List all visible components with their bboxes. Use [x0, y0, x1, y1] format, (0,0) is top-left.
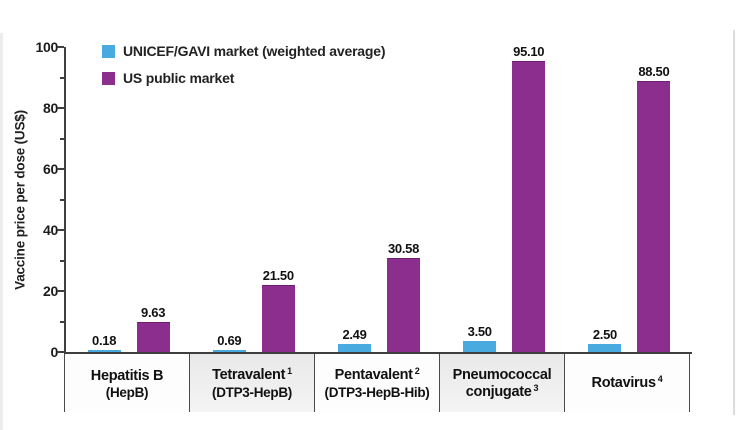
unicef-gavi-bar: [212, 350, 246, 352]
bar-value-label: 2.50: [592, 327, 617, 342]
bar-column: 0.69: [212, 333, 246, 352]
bar-column: 30.58: [387, 242, 420, 352]
category-name: Pneumococcal conjugate 3: [452, 366, 552, 400]
bar-column: 88.50: [637, 64, 671, 352]
category-name: Pentavalent 2: [334, 366, 420, 383]
y-tick-label-80: 80: [43, 100, 58, 116]
unicef-gavi-bar: [87, 350, 121, 352]
legend-item-us-public-market: US public market: [102, 70, 385, 86]
y-tick-mark-40: [57, 229, 64, 231]
page-right-edge-line: [733, 30, 735, 415]
legend-label-unicef-gavi: UNICEF/GAVI market (weighted average): [123, 43, 386, 59]
unicef-gavi-bar: [588, 344, 622, 352]
bar-group-pentavalent: 2.49 30.58: [316, 47, 441, 352]
us-public-bar: [136, 322, 170, 352]
bar-column: 9.63: [136, 305, 170, 352]
bar-value-label: 0.69: [217, 333, 242, 348]
category-cell-rotavirus: Rotavirus 4: [565, 354, 690, 412]
y-axis-title: Vaccine price per dose (US$): [12, 110, 28, 290]
bar-column: 2.49: [338, 328, 371, 352]
bar-value-label: 2.49: [342, 327, 367, 342]
y-tick-mark-20: [57, 290, 64, 292]
y-minor-tick-mark-90: [60, 76, 64, 79]
y-tick-mark-0: [57, 351, 64, 353]
legend-swatch-unicef-gavi-icon: [102, 44, 115, 58]
page-left-edge-line: [0, 33, 3, 430]
category-cell-pentavalent: Pentavalent 2 (DTP3-HepB-Hib): [315, 354, 440, 412]
category-subtitle: (DTP3-HepB): [212, 385, 292, 400]
y-tick-label-20: 20: [43, 283, 58, 299]
bar-value-label: 88.50: [638, 64, 670, 79]
y-tick-label-0: 0: [50, 344, 59, 360]
bar-group-rotavirus: 2.50 88.50: [567, 47, 692, 352]
legend-item-unicef-gavi-market: UNICEF/GAVI market (weighted average): [102, 43, 386, 59]
unicef-gavi-bar: [338, 344, 371, 352]
bar-value-label: 3.50: [467, 324, 492, 339]
bar-groups: 0.18 9.63 0.69 21.50 2.49 30.58 3.50 95.10 2.50 8…: [66, 44, 692, 352]
bar-value-label: 30.58: [387, 241, 420, 256]
category-name: Hepatitis B: [90, 367, 164, 384]
unicef-gavi-bar: [463, 341, 497, 352]
us-public-bar: [512, 61, 546, 352]
bar-value-label: 95.10: [513, 44, 545, 59]
bar-group-hepatitis b: 0.18 9.63: [66, 47, 191, 352]
y-tick-label-100: 100: [35, 39, 59, 55]
category-footnote-marker: 2: [414, 366, 420, 376]
category-axis: Hepatitis B (HepB) Tetravalent 1 (DTP3-HepB)…: [64, 354, 690, 412]
us-public-bar: [261, 285, 295, 352]
bar-group-tetravalent: 0.69 21.50: [191, 47, 316, 352]
bar-column: 0.18: [87, 333, 121, 352]
y-minor-tick-mark-10: [60, 320, 64, 323]
category-subtitle: (DTP3-HepB-Hib): [324, 385, 430, 400]
legend-label-us-public: US public market: [123, 70, 235, 86]
y-minor-tick-mark-50: [60, 198, 64, 201]
bar-group-pneumococcal-conjugate: 3.50 95.10: [442, 44, 567, 352]
y-minor-tick-mark-70: [60, 137, 64, 140]
bar-value-label: 9.63: [141, 305, 166, 320]
category-cell-pneumococcal-conjugate: Pneumococcal conjugate 3: [440, 354, 565, 412]
us-public-bar: [387, 258, 420, 352]
y-tick-label-40: 40: [43, 222, 58, 238]
legend: UNICEF/GAVI market (weighted average) US…: [102, 43, 386, 86]
y-tick-mark-80: [57, 107, 64, 109]
category-footnote-marker: 1: [287, 366, 292, 376]
category-name: Rotavirus 4: [591, 374, 663, 391]
us-public-bar: [637, 81, 671, 352]
y-tick-mark-60: [57, 168, 64, 170]
y-minor-tick-mark-30: [60, 259, 64, 262]
y-tick-mark-100: [57, 46, 64, 48]
category-footnote-marker: 4: [657, 374, 663, 384]
category-name: Tetravalent 1: [212, 366, 292, 383]
legend-swatch-us-public-icon: [102, 71, 115, 85]
category-subtitle: (HepB): [105, 384, 149, 400]
category-cell-tetravalent: Tetravalent 1 (DTP3-HepB): [190, 354, 315, 412]
bar-column: 3.50: [463, 324, 497, 352]
category-footnote-marker: 3: [533, 382, 539, 393]
bar-column: 21.50: [261, 268, 295, 352]
y-tick-label-60: 60: [43, 161, 58, 177]
bar-value-label: 0.18: [92, 333, 117, 348]
bar-column: 2.50: [588, 327, 622, 352]
bar-column: 95.10: [512, 44, 546, 352]
plot-area: UNICEF/GAVI market (weighted average) US…: [64, 43, 692, 354]
category-cell-hepatitis b: Hepatitis B (HepB): [64, 354, 190, 412]
bar-value-label: 21.50: [262, 268, 294, 283]
